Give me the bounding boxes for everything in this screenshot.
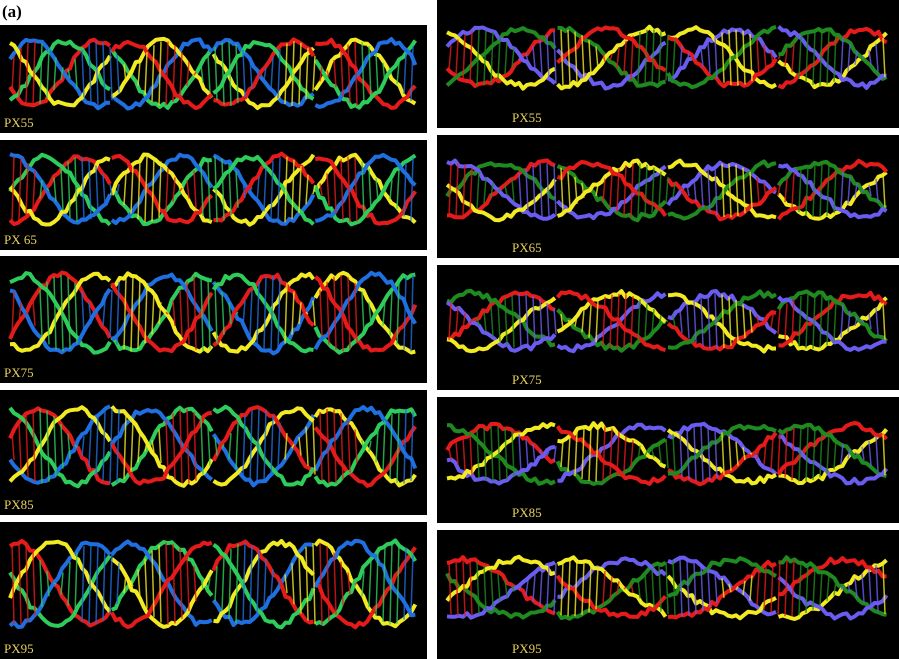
image-panel: PX85 <box>0 390 427 515</box>
base-pair <box>750 453 752 454</box>
image-label: PX75 <box>4 365 34 380</box>
image-label: PX55 <box>512 110 542 125</box>
image-panel: PX95 <box>0 522 427 659</box>
image-panel: PX95 <box>437 530 899 659</box>
image-panel: PX55 <box>0 25 427 133</box>
image-panel: PX 65 <box>0 140 427 250</box>
image-label: PX65 <box>512 240 542 255</box>
image-panel: PX65 <box>437 135 899 258</box>
image-label: PX 65 <box>4 232 37 247</box>
image-label: PX85 <box>4 497 34 512</box>
image-panel: PX85 <box>437 397 899 523</box>
image-label: PX55 <box>4 115 34 130</box>
image-label: PX95 <box>4 641 34 656</box>
image-panel: PX55 <box>437 0 899 128</box>
image-panel: PX75 <box>0 256 427 383</box>
image-label: PX95 <box>512 641 542 656</box>
image-panel: PX75 <box>437 265 899 390</box>
image-label: PX75 <box>512 372 542 387</box>
image-label: PX85 <box>512 505 542 520</box>
panel-label: (a) <box>2 2 22 21</box>
